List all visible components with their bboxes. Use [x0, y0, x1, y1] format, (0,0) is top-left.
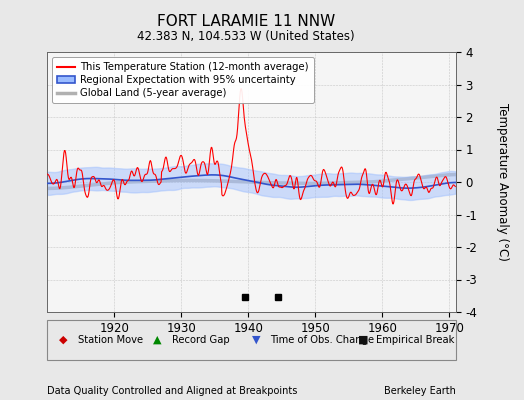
- Text: Record Gap: Record Gap: [172, 335, 230, 345]
- Legend: This Temperature Station (12-month average), Regional Expectation with 95% uncer: This Temperature Station (12-month avera…: [52, 57, 314, 103]
- Text: ◆: ◆: [59, 335, 68, 345]
- Text: FORT LARAMIE 11 NNW: FORT LARAMIE 11 NNW: [157, 14, 335, 29]
- Text: ▲: ▲: [154, 335, 162, 345]
- Y-axis label: Temperature Anomaly (°C): Temperature Anomaly (°C): [496, 103, 508, 261]
- Text: Berkeley Earth: Berkeley Earth: [384, 386, 456, 396]
- Text: Empirical Break: Empirical Break: [376, 335, 454, 345]
- Text: 42.383 N, 104.533 W (United States): 42.383 N, 104.533 W (United States): [137, 30, 355, 43]
- Text: Data Quality Controlled and Aligned at Breakpoints: Data Quality Controlled and Aligned at B…: [47, 386, 298, 396]
- Text: ■: ■: [358, 335, 368, 345]
- Text: Station Move: Station Move: [78, 335, 143, 345]
- Text: Time of Obs. Change: Time of Obs. Change: [270, 335, 374, 345]
- Text: ▼: ▼: [252, 335, 260, 345]
